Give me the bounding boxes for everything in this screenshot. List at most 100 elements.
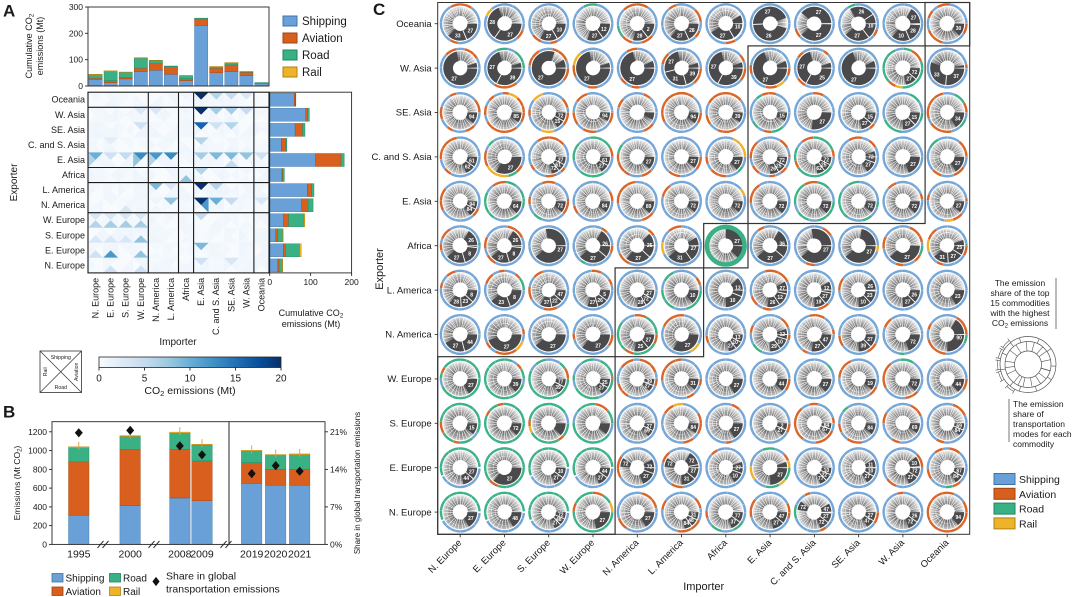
svg-text:72: 72 xyxy=(667,462,673,468)
svg-text:72: 72 xyxy=(735,203,741,209)
svg-text:72: 72 xyxy=(824,158,830,164)
svg-text:34: 34 xyxy=(955,117,961,123)
svg-text:B: B xyxy=(3,403,15,422)
svg-text:25: 25 xyxy=(638,344,644,350)
svg-text:39: 39 xyxy=(647,379,653,385)
svg-text:27: 27 xyxy=(643,474,649,480)
svg-text:W. Asia: W. Asia xyxy=(400,63,432,74)
svg-text:27: 27 xyxy=(635,256,641,262)
svg-text:Rail: Rail xyxy=(123,587,140,597)
svg-text:44: 44 xyxy=(956,382,962,388)
svg-text:10: 10 xyxy=(777,339,783,345)
svg-text:15: 15 xyxy=(469,425,475,431)
svg-text:Aviation: Aviation xyxy=(1019,489,1056,501)
svg-text:72: 72 xyxy=(558,512,564,518)
svg-text:27: 27 xyxy=(910,162,916,168)
svg-text:23: 23 xyxy=(499,300,505,306)
svg-text:Cumulative CO2: Cumulative CO2 xyxy=(279,308,344,320)
svg-text:27: 27 xyxy=(816,10,822,16)
svg-text:share of: share of xyxy=(1013,409,1044,419)
svg-text:84: 84 xyxy=(602,203,608,209)
svg-text:Shipping: Shipping xyxy=(1019,474,1060,486)
svg-text:12: 12 xyxy=(780,332,786,338)
svg-text:N. Europe: N. Europe xyxy=(44,260,85,270)
svg-text:W. Europe: W. Europe xyxy=(43,215,85,225)
svg-text:27: 27 xyxy=(823,514,829,520)
svg-text:72: 72 xyxy=(779,204,785,210)
svg-text:27: 27 xyxy=(822,294,828,300)
svg-text:W. Asia: W. Asia xyxy=(55,110,85,120)
svg-text:27: 27 xyxy=(868,513,874,519)
svg-text:600: 600 xyxy=(33,483,47,493)
svg-text:27: 27 xyxy=(645,384,651,390)
svg-text:27: 27 xyxy=(690,159,696,165)
svg-text:27: 27 xyxy=(668,59,674,65)
svg-text:15: 15 xyxy=(230,374,242,385)
svg-text:27: 27 xyxy=(645,516,651,522)
svg-text:27: 27 xyxy=(905,299,911,305)
svg-text:Rail: Rail xyxy=(43,367,49,376)
svg-text:W. Europe: W. Europe xyxy=(387,374,431,385)
svg-text:C. and S. Asia: C. and S. Asia xyxy=(211,278,221,335)
svg-text:Road: Road xyxy=(55,385,68,391)
svg-text:72: 72 xyxy=(800,505,806,511)
svg-text:27: 27 xyxy=(468,383,474,389)
svg-text:47: 47 xyxy=(558,292,564,298)
svg-text:94: 94 xyxy=(956,515,962,521)
svg-text:12: 12 xyxy=(824,286,830,292)
svg-text:0: 0 xyxy=(96,374,102,385)
svg-text:94: 94 xyxy=(602,114,608,120)
svg-text:Importer: Importer xyxy=(159,337,197,348)
svg-text:27: 27 xyxy=(468,28,474,34)
svg-text:27: 27 xyxy=(646,291,652,297)
svg-text:27: 27 xyxy=(865,163,871,169)
svg-text:N. Europe: N. Europe xyxy=(91,278,101,319)
svg-text:94: 94 xyxy=(469,115,475,121)
svg-text:72: 72 xyxy=(779,158,785,164)
svg-text:31: 31 xyxy=(673,77,679,83)
svg-text:29: 29 xyxy=(771,344,777,350)
svg-text:27: 27 xyxy=(600,518,606,524)
svg-text:26: 26 xyxy=(868,284,874,290)
svg-text:10: 10 xyxy=(912,461,918,467)
svg-text:28: 28 xyxy=(490,20,496,26)
svg-text:2: 2 xyxy=(781,424,784,430)
svg-text:27: 27 xyxy=(854,34,860,40)
svg-text:48: 48 xyxy=(688,518,694,524)
svg-text:5: 5 xyxy=(142,374,148,385)
svg-text:25: 25 xyxy=(776,163,782,169)
svg-text:72: 72 xyxy=(558,203,564,209)
svg-text:27: 27 xyxy=(765,9,771,15)
svg-text:27: 27 xyxy=(598,475,604,481)
svg-text:Importer: Importer xyxy=(683,581,724,593)
svg-text:27: 27 xyxy=(728,344,734,350)
svg-text:27: 27 xyxy=(823,382,829,388)
svg-text:10: 10 xyxy=(730,298,736,304)
svg-text:39: 39 xyxy=(513,382,519,388)
svg-text:27: 27 xyxy=(647,424,653,430)
svg-text:0: 0 xyxy=(42,539,47,549)
svg-text:84: 84 xyxy=(867,425,873,431)
svg-text:2: 2 xyxy=(647,27,650,33)
svg-text:Cumulative CO2: Cumulative CO2 xyxy=(24,13,36,78)
svg-text:Share in global: Share in global xyxy=(166,571,236,583)
svg-text:100: 100 xyxy=(304,277,318,287)
svg-text:400: 400 xyxy=(33,502,47,512)
svg-text:27: 27 xyxy=(498,255,504,261)
svg-text:72: 72 xyxy=(558,114,564,120)
svg-text:E. Asia: E. Asia xyxy=(402,197,432,208)
svg-text:27: 27 xyxy=(906,77,912,83)
svg-text:19: 19 xyxy=(867,381,873,387)
svg-text:CO2 emissions (Mt): CO2 emissions (Mt) xyxy=(144,385,235,398)
svg-text:27: 27 xyxy=(592,34,598,40)
svg-text:37: 37 xyxy=(544,300,550,306)
svg-text:72: 72 xyxy=(912,204,918,210)
svg-text:Oceania: Oceania xyxy=(396,19,432,30)
svg-text:27: 27 xyxy=(550,344,556,350)
svg-text:Aviation: Aviation xyxy=(66,587,101,597)
svg-text:27: 27 xyxy=(507,477,513,483)
svg-text:10: 10 xyxy=(558,469,564,475)
svg-text:61: 61 xyxy=(469,158,475,164)
svg-text:39: 39 xyxy=(510,75,516,81)
svg-text:Aviation: Aviation xyxy=(302,33,343,45)
